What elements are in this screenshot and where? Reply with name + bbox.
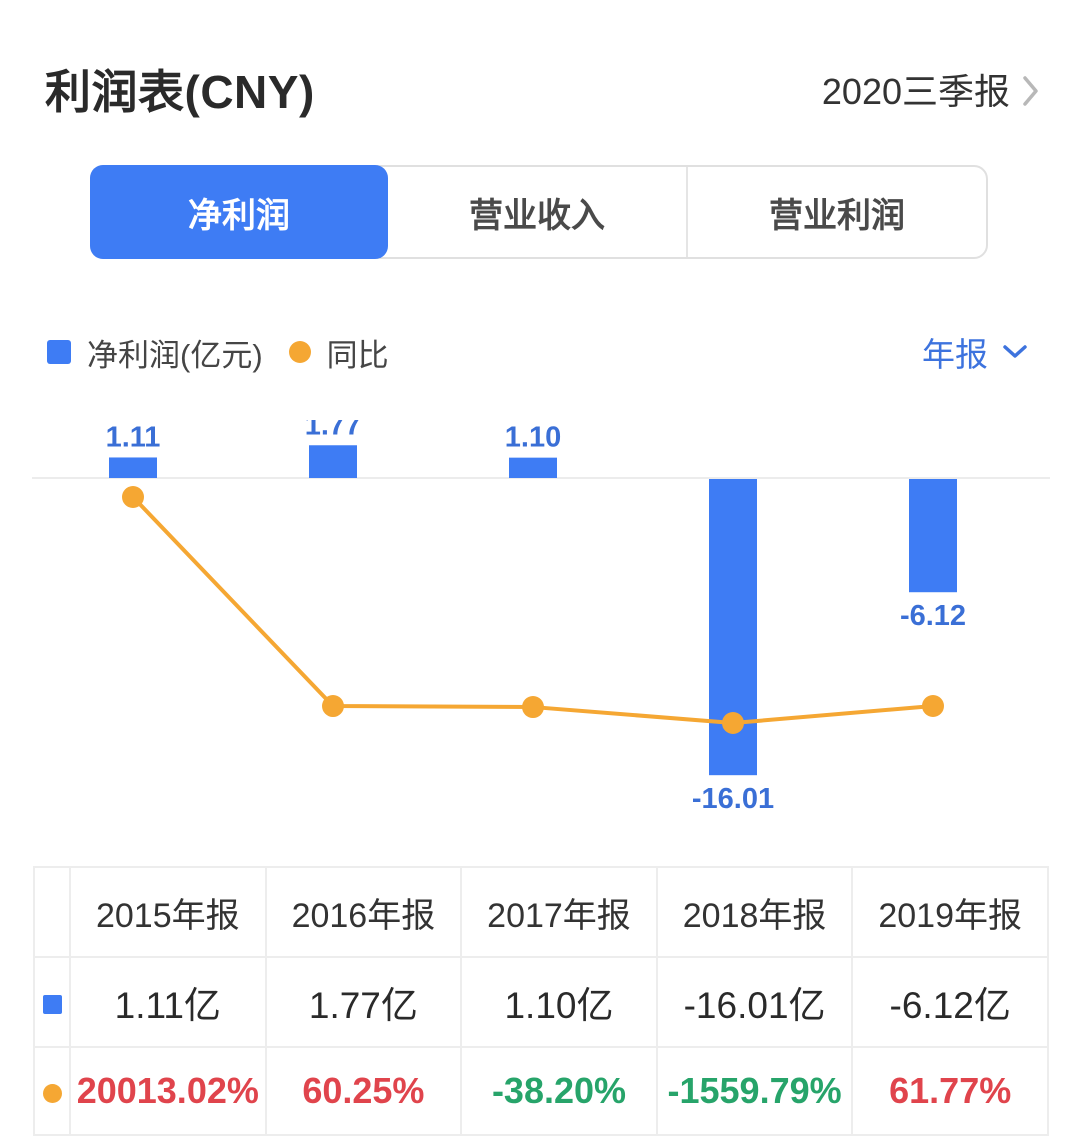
net-profit-cell: -16.01亿 (655, 956, 854, 1048)
bar-value-label: 1.11 (106, 421, 161, 453)
legend-row: 净利润(亿元) 同比 年报 (47, 330, 1028, 374)
marker-cell (33, 1046, 71, 1136)
report-period-link[interactable]: 2020三季报 (822, 63, 1040, 115)
bar-2019年报 (909, 479, 957, 593)
bar-2017年报 (509, 457, 557, 478)
bar-2016年报 (309, 445, 357, 478)
bar-value-label: 1.10 (505, 422, 561, 454)
page-title: 利润表(CNY) (45, 66, 315, 118)
bar-2015年报 (109, 457, 157, 478)
yoy-row: 20013.02% 60.25% -38.20% -1559.79% 61.77… (33, 1046, 1049, 1136)
line-series-marker-icon (42, 1084, 62, 1103)
net-profit-cell: 1.11亿 (69, 956, 267, 1048)
bar-value-label: -6.12 (900, 600, 966, 632)
bar-value-label: 1.77 (305, 420, 361, 441)
yoy-line (131, 495, 934, 725)
yoy-dot-2017年报 (522, 696, 544, 719)
report-period-label: 2020三季报 (821, 71, 1010, 112)
yoy-cell: -38.20% (460, 1046, 658, 1136)
year-header: 2015年报 (69, 866, 267, 958)
bar-series-marker-icon (42, 995, 62, 1014)
year-header: 2019年报 (851, 866, 1049, 958)
period-selector[interactable]: 年报 (922, 328, 1028, 376)
net-profit-cell: 1.10亿 (460, 956, 658, 1048)
header: 利润表(CNY) 2020三季报 (45, 56, 1040, 122)
yoy-cell: -1559.79% (655, 1046, 854, 1136)
yoy-dot-2019年报 (922, 695, 944, 718)
year-header: 2018年报 (655, 866, 854, 958)
year-header: 2016年报 (264, 866, 463, 958)
net-profit-cell: 1.77亿 (264, 956, 463, 1048)
bar-legend-swatch-icon (47, 340, 71, 364)
table-header-row: 2015年报 2016年报 2017年报 2018年报 2019年报 (33, 866, 1049, 958)
tab-operating-profit[interactable]: 营业利润 (686, 167, 986, 257)
line-legend-label: 同比 (326, 337, 389, 373)
yoy-dot-2018年报 (722, 712, 744, 734)
yoy-dot-2016年报 (322, 695, 344, 718)
yoy-cell: 61.77% (851, 1046, 1049, 1136)
metric-tab-bar: 净利润 营业收入 营业利润 (90, 165, 988, 259)
chevron-right-icon (1023, 76, 1038, 106)
net-profit-row: 1.11亿 1.77亿 1.10亿 -16.01亿 -6.12亿 (33, 956, 1049, 1048)
profit-chart: 1.11 1.77 1.10 -16.01 -6.12 (32, 420, 1050, 815)
bar-value-label: -16.01 (692, 783, 774, 815)
period-selector-label: 年报 (922, 336, 988, 373)
financial-table: 2015年报 2016年报 2017年报 2018年报 2019年报 1.11亿… (33, 866, 1049, 1136)
bar-legend-label: 净利润(亿元) (87, 337, 263, 373)
chevron-down-icon (1003, 345, 1027, 358)
line-legend-dot-icon (288, 341, 311, 363)
yoy-cell: 60.25% (264, 1046, 463, 1136)
tab-net-profit[interactable]: 净利润 (90, 165, 388, 259)
yoy-cell: 20013.02% (69, 1046, 267, 1136)
net-profit-cell: -6.12亿 (851, 956, 1049, 1048)
tab-operating-revenue[interactable]: 营业收入 (469, 196, 605, 235)
marker-header-cell (33, 866, 71, 958)
yoy-dot-2015年报 (122, 486, 144, 508)
year-header: 2017年报 (460, 866, 658, 958)
marker-cell (33, 956, 71, 1048)
